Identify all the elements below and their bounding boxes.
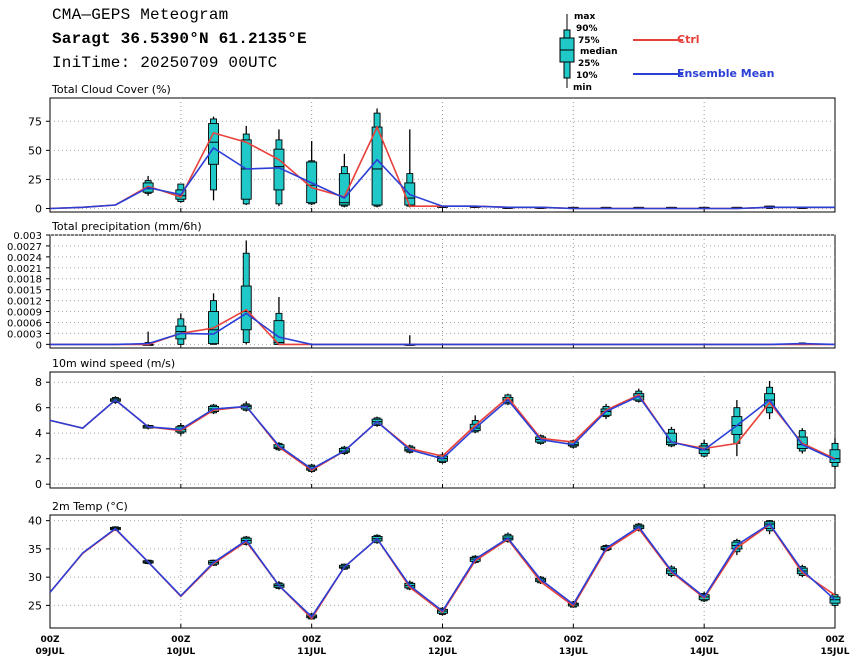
ytick-label-temp-3: 40 [28,515,42,528]
xtick-day-label-5: 14JUL [690,647,719,657]
ytick-label-cloud-1: 25 [28,173,42,186]
ytick-label-wind-0: 0 [35,478,42,491]
ytick-label-precip-3: 0.0009 [7,308,42,319]
xtick-hour-label-6: 00Z [825,635,845,645]
legend-min-label: min [573,83,592,93]
panel-title-precip: Total precipitation (mm/6h) [51,220,202,233]
legend-p10-label: 10% [576,71,598,81]
ytick-label-wind-1: 2 [35,453,42,466]
panel-title-wind: 10m wind speed (m/s) [52,357,175,370]
ytick-label-precip-4: 0.0012 [7,297,42,308]
legend: max 90% 75% median 25% 10% min Ctrl Ense… [555,8,855,96]
xtick-day-label-4: 13JUL [559,647,588,657]
ytick-label-precip-9: 0.0027 [7,242,42,253]
location-label: Saragt 36.5390°N 61.2135°E [52,30,307,48]
panel-frame-wind [49,371,836,489]
ytick-label-temp-0: 25 [28,599,42,612]
xtick-hour-label-5: 00Z [695,635,715,645]
ytick-label-temp-2: 35 [28,543,42,556]
mean-line-precip [50,312,836,346]
ytick-label-cloud-2: 50 [28,144,42,157]
xtick-hour-label-2: 00Z [302,635,322,645]
ytick-label-cloud-3: 75 [28,115,42,128]
legend-ctrl-line [633,39,683,41]
boxplot-cloud-3 [240,125,252,206]
boxplot-cloud-5 [306,141,318,206]
ctrl-line-cloud [49,125,835,210]
ytick-label-wind-2: 4 [35,427,42,440]
legend-max-label: max [574,12,596,22]
xtick-hour-label-0: 00Z [40,635,60,645]
xtick-hour-label-4: 00Z [564,635,584,645]
init-time-label: IniTime: 20250709 00UTC [52,54,278,72]
legend-mean-label: Ensemble Mean [677,67,775,80]
meteogram-header: CMA—GEPS Meteogram Saragt 36.5390°N 61.2… [0,0,858,95]
ytick-label-precip-1: 0.0003 [7,329,42,340]
boxplot-wind-22 [829,438,841,469]
mean-line-cloud [49,146,835,210]
legend-ctrl-label: Ctrl [677,33,700,46]
ytick-label-cloud-0: 0 [35,203,42,216]
ctrl-line-wind [49,393,836,472]
ytick-label-wind-4: 8 [35,376,42,389]
panel-title-cloud: Total Cloud Cover (%) [51,83,171,96]
xtick-day-label-6: 15JUL [821,647,850,657]
legend-p90-label: 90% [576,24,598,34]
ytick-label-precip-5: 0.0015 [7,286,42,297]
boxplot-cloud-2 [208,116,219,201]
ytick-label-precip-8: 0.0024 [7,253,42,264]
legend-mean-line [633,73,683,75]
mean-line-temp [49,522,836,618]
legend-p25-label: 25% [578,59,600,69]
xtick-day-label-3: 12JUL [428,647,457,657]
legend-median-label: median [580,47,618,57]
xtick-hour-label-1: 00Z [171,635,191,645]
ytick-label-precip-6: 0.0018 [7,275,42,286]
ytick-label-precip-7: 0.0021 [7,264,42,275]
boxplot-precip-3 [240,240,252,345]
xtick-hour-label-3: 00Z [433,635,453,645]
xtick-day-label-0: 09JUL [36,647,65,657]
xtick-day-label-2: 11JUL [297,647,326,657]
ytick-label-wind-3: 6 [35,402,42,415]
ytick-label-precip-0: 0 [36,340,42,351]
ytick-label-temp-1: 30 [28,571,42,584]
boxplot-cloud-6 [338,153,350,208]
xtick-day-label-1: 10JUL [166,647,195,657]
legend-p75-label: 75% [578,36,600,46]
boxplot-precip-1 [175,313,187,345]
mean-line-wind [49,395,836,470]
ytick-label-precip-10: 0.003 [13,231,42,242]
panel-title-temp: 2m Temp (°C) [52,500,128,513]
ytick-label-precip-2: 0.0006 [7,318,42,329]
meteogram-title: CMA—GEPS Meteogram [52,6,229,24]
boxplot-cloud-7 [371,108,383,208]
legend-boxplot-icon [559,14,575,88]
